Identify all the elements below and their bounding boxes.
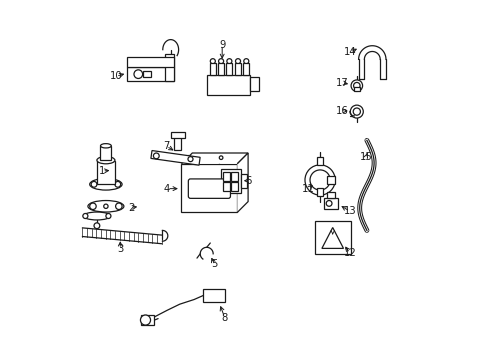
Ellipse shape [83, 212, 110, 220]
Bar [241, 174, 247, 188]
Circle shape [94, 223, 100, 229]
Text: 9: 9 [219, 40, 225, 50]
Text: 11: 11 [302, 184, 314, 194]
Circle shape [309, 170, 329, 190]
Circle shape [186, 156, 190, 160]
Bar [354, 87, 359, 91]
Bar [218, 63, 224, 75]
Bar [127, 57, 174, 67]
Text: 14: 14 [343, 47, 356, 57]
Bar [151, 150, 200, 165]
Ellipse shape [89, 179, 122, 190]
Bar [243, 63, 249, 75]
Circle shape [350, 80, 362, 91]
Bar [221, 169, 241, 193]
Text: 1: 1 [99, 166, 105, 176]
Bar [317, 188, 322, 196]
Bar [174, 136, 181, 150]
Bar [230, 182, 238, 191]
Text: 5: 5 [210, 258, 217, 269]
Bar [206, 75, 249, 95]
Bar [223, 182, 230, 191]
FancyBboxPatch shape [188, 179, 230, 198]
Circle shape [210, 59, 215, 64]
Bar [249, 77, 258, 91]
Circle shape [353, 82, 359, 89]
Circle shape [82, 213, 88, 219]
Text: 3: 3 [117, 244, 123, 254]
Polygon shape [321, 228, 343, 248]
Bar [141, 315, 154, 325]
Circle shape [244, 59, 248, 64]
Text: 17: 17 [335, 78, 348, 88]
Circle shape [218, 59, 223, 64]
Circle shape [140, 315, 150, 325]
Circle shape [134, 70, 142, 78]
Circle shape [115, 181, 121, 187]
Circle shape [235, 59, 240, 64]
Polygon shape [237, 153, 247, 212]
Bar [317, 157, 322, 165]
Circle shape [349, 105, 363, 118]
Bar [323, 198, 337, 209]
Circle shape [91, 181, 97, 187]
Bar [127, 67, 174, 81]
Bar [314, 221, 350, 254]
Bar [170, 132, 185, 138]
Circle shape [352, 108, 360, 115]
Ellipse shape [88, 201, 123, 212]
Bar [223, 172, 230, 181]
Bar [97, 161, 115, 184]
Text: 13: 13 [343, 206, 356, 216]
Bar [181, 164, 237, 212]
Bar [101, 146, 111, 160]
Bar [209, 63, 215, 75]
Circle shape [305, 165, 335, 195]
Bar [226, 63, 232, 75]
Text: 7: 7 [163, 141, 169, 151]
Ellipse shape [97, 157, 115, 164]
Bar [326, 176, 335, 184]
Polygon shape [181, 153, 247, 164]
Text: 15: 15 [359, 152, 372, 162]
Circle shape [115, 203, 122, 210]
Circle shape [226, 59, 231, 64]
Bar [235, 63, 241, 75]
Text: 6: 6 [245, 176, 251, 186]
Bar [326, 192, 335, 198]
Bar [165, 54, 174, 81]
Text: 8: 8 [221, 312, 227, 323]
Text: 4: 4 [163, 184, 170, 194]
Text: 16: 16 [335, 106, 348, 116]
Bar [230, 172, 238, 181]
Text: 12: 12 [343, 248, 356, 258]
Bar [142, 71, 150, 77]
Circle shape [89, 203, 96, 210]
Circle shape [106, 213, 111, 219]
Ellipse shape [101, 144, 111, 148]
Circle shape [187, 157, 193, 162]
Text: 10: 10 [109, 71, 122, 81]
Circle shape [103, 204, 108, 208]
Circle shape [219, 156, 223, 159]
Bar [203, 289, 224, 302]
Circle shape [153, 153, 159, 159]
Circle shape [325, 201, 331, 206]
Text: 2: 2 [128, 203, 134, 213]
